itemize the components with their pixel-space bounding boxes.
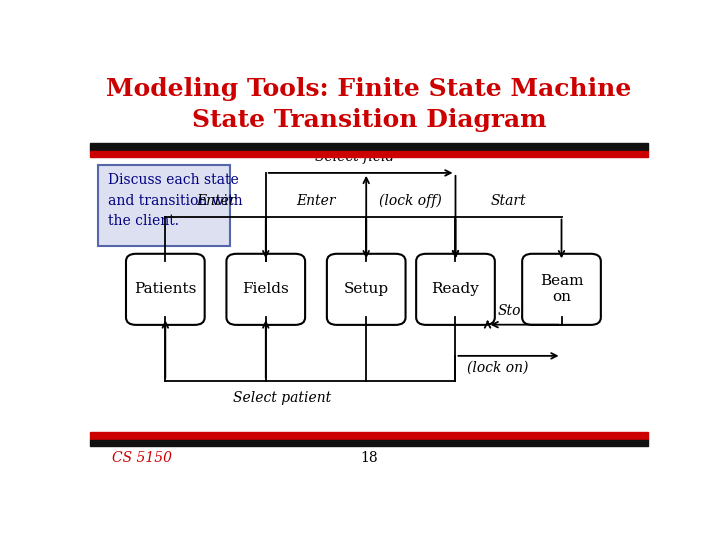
- Text: CS 5150: CS 5150: [112, 451, 172, 465]
- Text: Fields: Fields: [243, 282, 289, 296]
- Bar: [90, 433, 648, 440]
- FancyBboxPatch shape: [327, 254, 405, 325]
- Text: Beam
on: Beam on: [540, 274, 583, 305]
- Text: Start: Start: [491, 194, 526, 208]
- Text: Discuss each state
and transition with
the client.: Discuss each state and transition with t…: [108, 173, 243, 228]
- Text: 18: 18: [360, 451, 378, 465]
- Bar: [90, 144, 648, 151]
- Bar: [90, 440, 648, 445]
- Text: Stop: Stop: [498, 305, 530, 319]
- FancyBboxPatch shape: [126, 254, 204, 325]
- Text: Modeling Tools: Finite State Machine: Modeling Tools: Finite State Machine: [107, 77, 631, 102]
- FancyBboxPatch shape: [416, 254, 495, 325]
- Text: Ready: Ready: [431, 282, 480, 296]
- Text: Enter: Enter: [196, 194, 235, 208]
- Text: Enter: Enter: [296, 194, 336, 208]
- Text: State Transition Diagram: State Transition Diagram: [192, 109, 546, 132]
- FancyBboxPatch shape: [522, 254, 601, 325]
- Text: Select patient: Select patient: [233, 391, 332, 405]
- Bar: [90, 151, 648, 157]
- FancyBboxPatch shape: [99, 165, 230, 246]
- FancyBboxPatch shape: [226, 254, 305, 325]
- Text: Setup: Setup: [343, 282, 389, 296]
- Text: (lock on): (lock on): [467, 361, 528, 375]
- Text: Select field: Select field: [315, 150, 395, 164]
- Text: (lock off): (lock off): [379, 194, 442, 208]
- Text: Patients: Patients: [134, 282, 197, 296]
